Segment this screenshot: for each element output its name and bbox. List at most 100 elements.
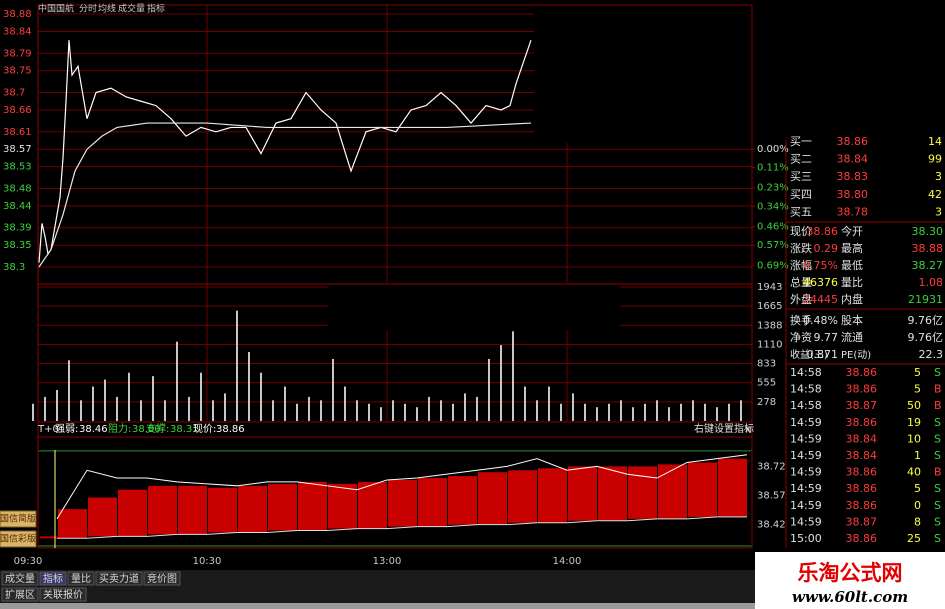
tab-label[interactable]: 指标 [43,572,63,585]
side-button[interactable] [0,530,37,548]
indicator-label: 强弱: [55,423,78,435]
quote-label: 涨跌 [790,241,812,255]
tab[interactable] [95,571,143,586]
volume-bar [56,389,58,421]
tab[interactable] [1,571,39,586]
volume-bar [80,400,82,421]
side-button[interactable] [0,510,37,528]
book-price: 38.80 [837,188,869,201]
volume-bar [740,400,742,421]
trade-side: B [934,466,942,479]
volume-bar [500,345,502,421]
view-tab[interactable]: 成交量 [118,3,145,15]
trade-volume: 25 [907,532,921,545]
volume-bar [704,403,706,421]
trade-price: 38.86 [846,366,878,379]
volume-bar [668,407,670,421]
band-bar [388,479,417,527]
book-volume: 3 [935,170,942,183]
volume-bar [332,358,334,421]
y-tick-label: 38.44 [3,201,32,212]
trade-volume: 10 [907,432,921,445]
volume-bar [200,372,202,421]
band-bar [598,466,627,521]
book-volume: 3 [935,205,942,218]
band-bar [658,464,687,519]
volume-bar [224,393,226,421]
tab-label[interactable]: 竞价图 [147,572,177,585]
volume-bar [116,396,118,421]
side-button-label[interactable]: 国信简版 [0,513,36,525]
volume-bar [692,400,694,421]
volume-bar [380,407,382,421]
tab-label[interactable]: 买卖力道 [99,572,139,585]
volume-bar [464,393,466,421]
tab[interactable] [143,571,181,586]
y2-tick-label: 0.11% [757,162,789,173]
y-tick-label: 38.53 [3,162,32,173]
band-bar [448,476,477,525]
volume-bar [452,403,454,421]
tab[interactable] [67,571,95,586]
band-bar [628,466,657,519]
quote-label: 换手 [790,313,812,327]
trade-volume: 5 [914,482,921,495]
tab-label[interactable]: 关联报价 [43,588,83,601]
view-tab[interactable]: 均线 [98,3,116,15]
band-bar [178,485,207,535]
volume-bar [440,400,442,421]
y-tick-label: 38.57 [757,491,786,502]
y-tick-label: 38.35 [3,240,32,251]
grid-layer [38,5,755,547]
trade-volume: 0 [914,499,921,512]
tab[interactable] [1,587,39,602]
view-tab[interactable]: 指标 [147,3,165,15]
volume-bar [716,407,718,421]
chart-frame [37,4,753,549]
quote-value: 21931 [908,293,943,306]
volume-bar [128,372,130,421]
view-tab[interactable]: 分时 [79,3,97,15]
quote-value: 9.77 [814,331,839,344]
tab-label[interactable]: 扩展区 [5,588,35,601]
volume-bar [188,396,190,421]
tab[interactable] [39,587,87,602]
indicator-close[interactable]: x [745,424,751,435]
quote-value: 38.30 [912,225,944,238]
book-volume: 99 [928,153,942,166]
x-tick-label: 10:30 [193,556,222,567]
indicator-value: 38.31 [170,424,199,435]
band-bar [208,487,237,533]
book-volume: 42 [928,188,942,201]
quote-label: 净资 [790,330,812,344]
trade-side: S [934,515,941,528]
volume-bar [416,407,418,421]
volume-bar [248,352,250,421]
band-bar [40,536,57,539]
trade-time: 14:59 [790,515,822,528]
tab[interactable] [39,571,67,586]
y-tick-label: 1943 [757,282,782,293]
trade-time: 14:59 [790,432,822,445]
quote-label: 最高 [841,241,863,255]
trade-time: 14:59 [790,482,822,495]
volume-bar [272,400,274,421]
indicator-settings[interactable]: 右键设置指标 [694,422,754,435]
book-label: 买五 [790,205,812,218]
y-tick-label: 38.57 [3,144,32,155]
trade-time: 14:58 [790,383,822,396]
tab-label[interactable]: 量比 [71,573,91,585]
volume-bar [536,400,538,421]
volume-bar [308,396,310,421]
tab-label[interactable]: 成交量 [5,572,35,585]
trade-price: 38.87 [846,399,878,412]
trade-side: S [934,432,941,445]
trade-side: B [934,399,942,412]
trade-price: 38.84 [846,432,878,445]
side-button-label[interactable]: 国信彩版 [0,533,36,545]
book-price: 38.78 [837,205,869,218]
band-bar [328,483,357,529]
